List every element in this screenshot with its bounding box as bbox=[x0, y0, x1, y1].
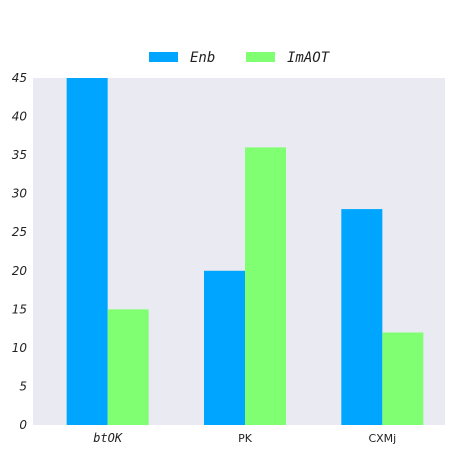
bar-Enb-PK bbox=[204, 270, 245, 425]
bar-Enb-btOK bbox=[66, 78, 108, 425]
bars-group bbox=[66, 78, 424, 425]
y-axis: 0 5 10 15 20 25 30 35 40 45 bbox=[12, 71, 28, 432]
y-tick-label: 30 bbox=[12, 187, 28, 201]
legend-swatch-Enb bbox=[149, 52, 178, 62]
legend-swatch-ImAOT bbox=[246, 52, 275, 62]
y-tick-label: 15 bbox=[12, 302, 27, 316]
x-tick-label: CXMj bbox=[368, 432, 396, 445]
y-tick-label: 35 bbox=[12, 148, 27, 162]
y-tick-label: 25 bbox=[12, 225, 27, 239]
bar-ImAOT-PK bbox=[245, 147, 286, 425]
y-tick-label: 40 bbox=[12, 110, 28, 124]
legend: Enb ImAOT bbox=[149, 50, 331, 66]
x-axis: btOK PK CXMj bbox=[93, 431, 396, 445]
x-tick-label: PK bbox=[238, 432, 253, 445]
y-tick-label: 10 bbox=[12, 341, 28, 355]
y-tick-label: 0 bbox=[19, 418, 27, 432]
x-tick-label: btOK bbox=[93, 431, 123, 445]
bar-ImAOT-CXMj bbox=[382, 332, 424, 425]
y-tick-label: 5 bbox=[19, 379, 27, 393]
bar-ImAOT-btOK bbox=[107, 309, 149, 425]
legend-label-Enb: Enb bbox=[190, 50, 215, 66]
y-tick-label: 20 bbox=[12, 264, 28, 278]
y-tick-label: 45 bbox=[12, 71, 27, 85]
bar-Enb-CXMj bbox=[341, 209, 383, 425]
legend-label-ImAOT: ImAOT bbox=[287, 50, 331, 66]
